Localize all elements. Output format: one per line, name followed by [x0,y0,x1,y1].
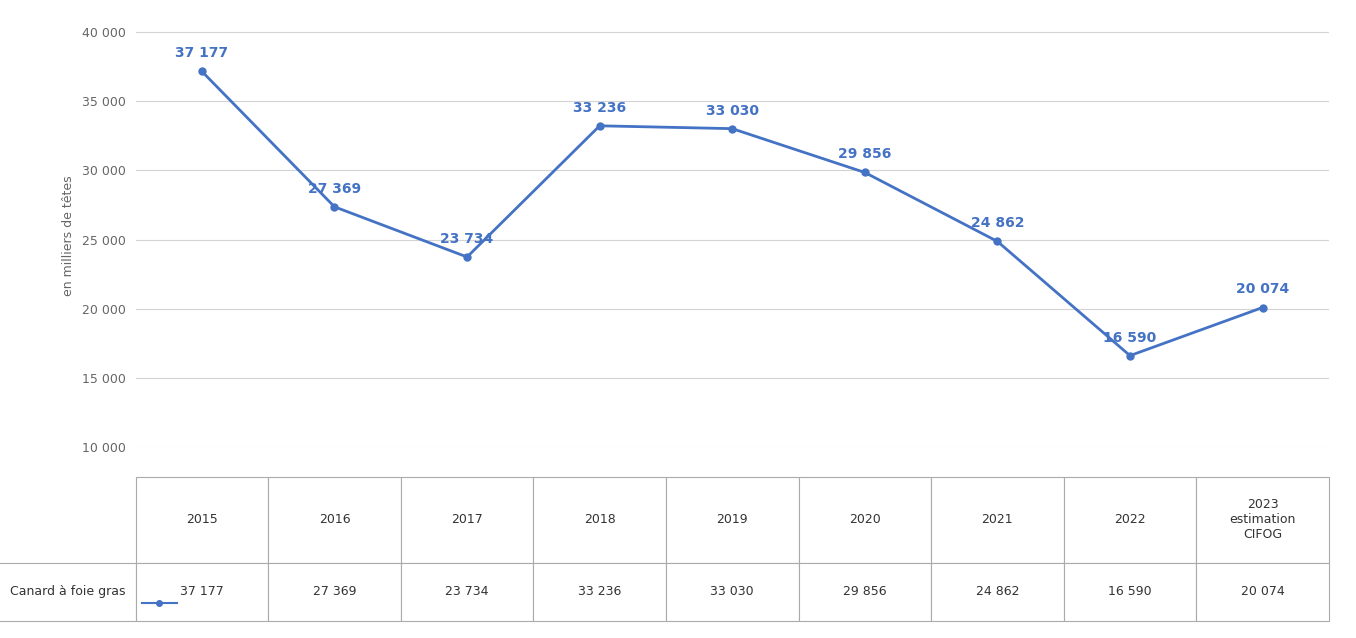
Text: 27 369: 27 369 [308,182,361,196]
Text: 20 074: 20 074 [1235,283,1290,297]
Text: 29 856: 29 856 [838,147,891,161]
Text: 33 236: 33 236 [574,101,626,115]
Text: 23 734: 23 734 [441,232,494,246]
Text: 16 590: 16 590 [1104,330,1157,345]
Text: 33 030: 33 030 [705,103,759,117]
Text: 37 177: 37 177 [175,47,228,61]
Text: 24 862: 24 862 [971,216,1024,230]
Y-axis label: en milliers de têtes: en milliers de têtes [62,175,75,297]
